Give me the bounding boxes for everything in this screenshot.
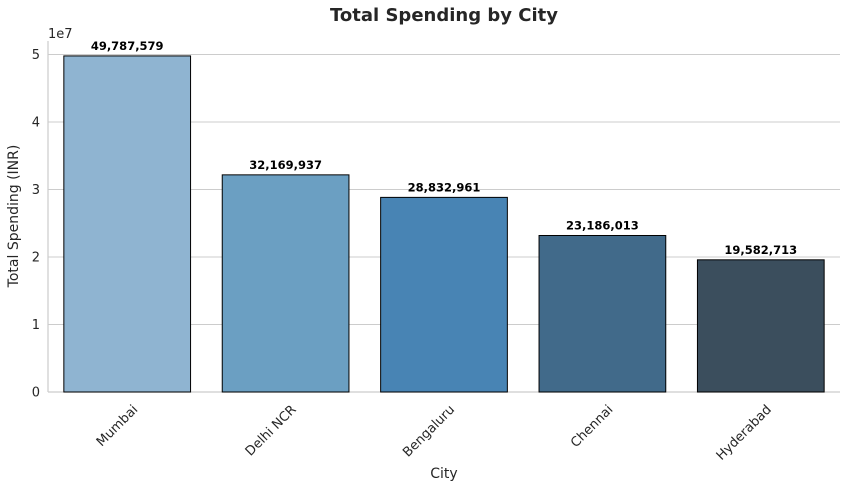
y-tick-label: 1 (32, 318, 40, 333)
x-axis-label: City (430, 466, 457, 482)
bar-value-label: 49,787,579 (91, 39, 164, 53)
y-axis-offset-label: 1e7 (48, 27, 73, 42)
y-tick-label: 3 (32, 183, 40, 198)
x-tick-label: Bengaluru (400, 402, 458, 460)
bar (221, 174, 350, 393)
bar (538, 234, 667, 393)
bar-value-label: 23,186,013 (566, 218, 639, 232)
bars (63, 55, 825, 393)
x-tick-label: Chennai (568, 402, 616, 450)
bar-value-label: 28,832,961 (408, 180, 481, 194)
y-tick-label: 5 (32, 48, 40, 63)
y-tick-label: 0 (32, 386, 40, 401)
bar (696, 259, 825, 393)
x-tick-label: Mumbai (94, 402, 141, 449)
chart-title: Total Spending by City (330, 5, 558, 26)
y-tick-label: 4 (32, 116, 40, 131)
bar-value-label: 19,582,713 (724, 243, 797, 257)
bar (380, 196, 508, 393)
x-tick-label: Delhi NCR (243, 402, 300, 459)
bar-value-label: 32,169,937 (249, 158, 322, 172)
y-tick-label: 2 (32, 251, 40, 266)
bar (63, 55, 192, 393)
y-ticks: 0 1 2 3 4 5 (32, 48, 40, 401)
y-axis-label: Total Spending (INR) (6, 145, 22, 289)
x-ticks: Mumbai Delhi NCR Bengaluru Chennai Hyderabad (94, 402, 775, 463)
value-labels: 49,787,579 32,169,937 28,832,961 23,186,013… (91, 39, 797, 257)
x-tick-label: Hyderabad (714, 402, 775, 463)
